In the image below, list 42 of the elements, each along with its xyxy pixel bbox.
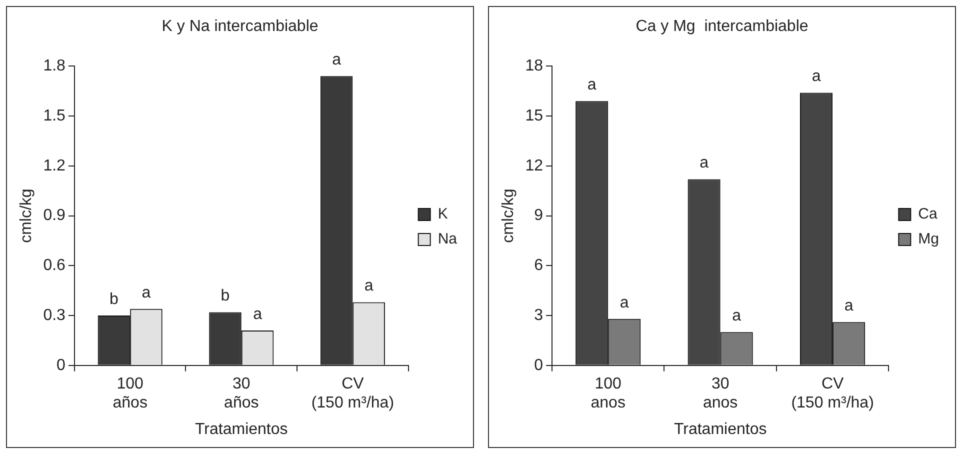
y-tick-label: 1.2 xyxy=(43,157,66,174)
annotation: a xyxy=(812,68,821,86)
annotation: a xyxy=(700,154,709,172)
annotation: b xyxy=(220,288,230,305)
legend-label: Ca xyxy=(918,206,938,223)
annotation: a xyxy=(844,298,854,315)
legend-label: Na xyxy=(438,230,458,248)
y-tick-label: 18 xyxy=(525,58,544,75)
annotation: b xyxy=(110,290,118,308)
x-axis-title: Tratamientos xyxy=(674,420,767,438)
legend-label: K xyxy=(438,206,448,223)
x-tick-label: 100 años xyxy=(112,375,148,412)
annotation: a xyxy=(332,52,342,69)
annotation: a xyxy=(142,284,151,302)
y-axis-title: cmlc/kg xyxy=(500,188,518,243)
y-tick-label: 0.3 xyxy=(43,306,66,324)
x-axis-title: Tratamientos xyxy=(194,420,288,438)
annotation: a xyxy=(253,306,262,323)
x-tick-label: 30 años xyxy=(224,375,259,412)
y-tick-label: 0 xyxy=(56,356,66,374)
y-tick-label: 3 xyxy=(534,306,544,324)
x-tick-label: 30 anos xyxy=(702,375,738,412)
y-tick-label: 15 xyxy=(525,107,544,124)
x-tick-label: CV (150 m³/ha) xyxy=(791,375,874,412)
y-tick-label: 0.6 xyxy=(43,257,66,274)
y-tick-label: 0 xyxy=(534,356,544,374)
y-tick-label: 1.8 xyxy=(43,58,66,75)
y-tick-label: 6 xyxy=(534,257,544,274)
y-tick-label: 9 xyxy=(534,207,544,224)
y-tick-label: 1.5 xyxy=(43,107,66,124)
annotation: a xyxy=(587,76,596,94)
chart-title: Ca y Mg intercambiable xyxy=(636,18,808,36)
y-tick-label: 12 xyxy=(525,157,544,174)
annotation: a xyxy=(732,308,742,325)
x-tick-label: CV (150 m³/ha) xyxy=(311,375,394,412)
legend-label: Mg xyxy=(918,230,940,248)
x-tick-label: 100 anos xyxy=(590,375,626,412)
annotation: a xyxy=(364,278,374,295)
chart-title: K y Na intercambiable xyxy=(162,18,318,36)
y-tick-label: 0.9 xyxy=(43,207,66,224)
annotation: a xyxy=(620,294,629,312)
y-axis-title: cmlc/kg xyxy=(18,188,36,243)
